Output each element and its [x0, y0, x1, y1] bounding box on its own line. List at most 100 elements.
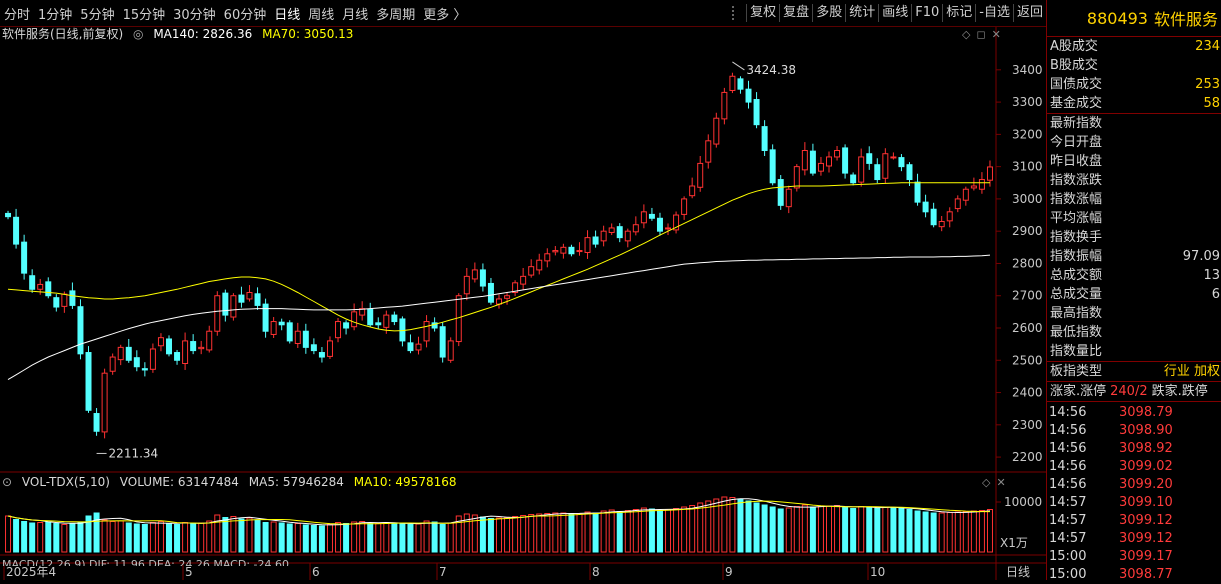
volume-bar [624, 510, 631, 553]
tool-button-8[interactable]: 返回 [1012, 4, 1046, 22]
stat-mid-row: 指数涨幅 [1047, 190, 1221, 209]
volume-bar [608, 509, 615, 553]
volume-bar [970, 510, 977, 553]
volume-bar [906, 509, 913, 553]
tick-price: 3098.79 [1119, 405, 1173, 420]
tool-button-5[interactable]: F10 [911, 4, 942, 22]
candle-body [479, 269, 486, 287]
candle-body [576, 250, 583, 253]
tool-buttons: 复权 复盘 多股 统计 画线 F10 标记 -自选 返回 [728, 0, 1046, 26]
stat-mid-row: 平均涨幅 [1047, 209, 1221, 228]
candle-body [584, 237, 591, 253]
candle-body [592, 236, 599, 245]
tick-time: 14:56 [1049, 459, 1087, 474]
stat-mid-value: 6 [1211, 287, 1220, 302]
tick-price: 3099.12 [1119, 513, 1173, 528]
candle-body [447, 340, 454, 361]
candle-body [826, 156, 832, 167]
volume-bar [230, 516, 237, 553]
volume-bar [640, 507, 647, 553]
dropdown-icon[interactable]: ◎ [133, 27, 144, 41]
ma140-line [7, 254, 991, 381]
candle-body [286, 322, 293, 342]
volume-bar [423, 520, 430, 553]
candle-body [552, 250, 559, 253]
volume-bar [206, 520, 213, 553]
candle-body [769, 149, 776, 184]
period-tab-2[interactable]: 5分钟 [80, 7, 115, 23]
candle-body [914, 181, 921, 203]
period-tab-9[interactable]: 多周期 [376, 7, 416, 23]
candle-body [906, 164, 913, 181]
candle-body [648, 213, 655, 219]
date-label: 5 [185, 565, 193, 579]
tool-button-6[interactable]: 标记 [942, 4, 975, 22]
candle-body [608, 227, 615, 233]
candle-body [713, 117, 720, 145]
tool-button-1[interactable]: 复盘 [779, 4, 812, 22]
period-tab-0[interactable]: 分时 [4, 7, 31, 23]
volume-bar [834, 505, 841, 553]
volume-bar [37, 522, 44, 553]
volume-bar [133, 523, 140, 553]
volume-bar [487, 518, 494, 553]
candle-body [77, 306, 84, 355]
stat-mid-label: 昨日收盘 [1050, 154, 1103, 169]
tick-row: 15:00 3098.77 [1047, 566, 1221, 584]
volume-bar [962, 511, 969, 553]
volume-bar [399, 523, 406, 553]
candle-body [568, 246, 575, 255]
volume-bar [351, 521, 358, 553]
tick-time: 15:00 [1049, 549, 1087, 564]
vol-settings-icons[interactable]: ◇✕ [982, 476, 1012, 489]
volume-bar [713, 498, 720, 553]
volume-bar [318, 525, 325, 553]
period-tab-5[interactable]: 60分钟 [223, 7, 267, 23]
price-tick-label: 3000 [1012, 192, 1043, 206]
candle-body [310, 344, 317, 352]
volume-bar [335, 522, 342, 553]
volume-bar [616, 511, 623, 553]
tick-time: 14:57 [1049, 513, 1087, 528]
candle-body [681, 198, 688, 215]
board-type-label: 板指类型 [1050, 364, 1103, 379]
candle-body [793, 166, 800, 189]
volume-bar [793, 506, 800, 553]
tool-button-0[interactable]: 复权 [746, 4, 779, 22]
tool-button-7[interactable]: -自选 [975, 4, 1013, 22]
volume-bar [536, 513, 543, 553]
period-tab-7[interactable]: 周线 [308, 7, 335, 23]
indicator-name: 软件服务(日线,前复权) [2, 27, 124, 41]
tick-list[interactable]: 14:56 3098.79 14:56 3098.90 14:56 3098.92 14:5… [1047, 402, 1221, 584]
candle-body [351, 311, 358, 328]
volume-bar [294, 523, 301, 553]
volume-bar [93, 512, 100, 553]
period-tab-8[interactable]: 月线 [342, 7, 369, 23]
period-tab-1[interactable]: 1分钟 [38, 7, 73, 23]
tick-time: 15:00 [1049, 567, 1087, 582]
stat-top-row: 国债成交 253 [1047, 75, 1221, 94]
toolbar-grip-icon[interactable] [732, 6, 742, 20]
candle-body [5, 212, 12, 218]
period-tab-10[interactable]: 更多 〉 [423, 7, 467, 23]
tool-button-3[interactable]: 统计 [845, 4, 878, 22]
chart-settings-icons[interactable]: ◇◻✕ [962, 28, 1007, 41]
stat-mid-row: 指数涨跌 [1047, 171, 1221, 190]
kline-chart[interactable]: 3400 3300 3200 3100 3000 2900 2800 2700 2600 2500… [0, 0, 1046, 580]
volume-bar [262, 522, 269, 553]
period-tab-3[interactable]: 15分钟 [122, 7, 166, 23]
index-name: 软件服务 [1153, 10, 1218, 29]
volume-bar [592, 512, 599, 553]
tick-time: 14:56 [1049, 477, 1087, 492]
candle-body [970, 185, 977, 189]
period-tab-6[interactable]: 日线 [274, 7, 301, 23]
period-tab-4[interactable]: 30分钟 [173, 7, 216, 23]
candle-body [109, 356, 116, 372]
date-label: 7 [439, 565, 447, 579]
tool-button-2[interactable]: 多股 [812, 4, 845, 22]
candle-body [986, 166, 993, 181]
board-type-value: 行业 加权 [1163, 364, 1220, 379]
volume-bar [729, 497, 736, 553]
tool-button-4[interactable]: 画线 [878, 4, 911, 22]
vol-dropdown-icon[interactable]: ⊙ [2, 475, 13, 489]
